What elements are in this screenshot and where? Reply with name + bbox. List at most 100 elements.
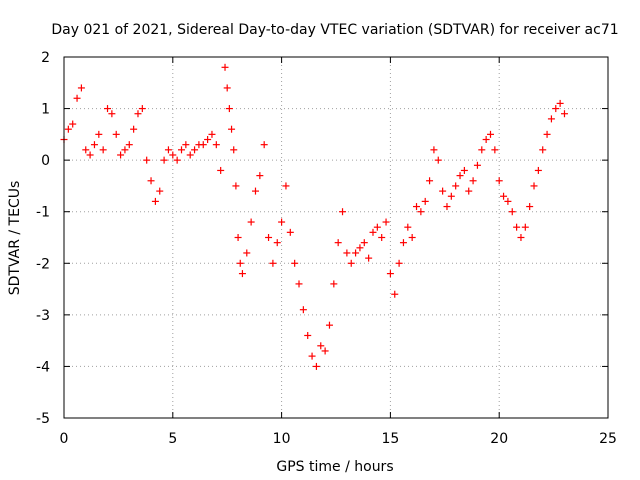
- data-point-marker: [330, 280, 338, 288]
- data-point-marker: [86, 151, 94, 159]
- data-point-marker: [539, 146, 547, 154]
- data-point-marker: [308, 352, 316, 360]
- data-point-marker: [247, 218, 255, 226]
- data-point-marker: [191, 146, 199, 154]
- data-point-marker: [500, 192, 508, 200]
- data-point-marker: [386, 270, 394, 278]
- data-point-marker: [256, 172, 264, 180]
- data-point-marker: [265, 234, 273, 241]
- data-point-marker: [160, 156, 168, 164]
- data-point-marker: [99, 146, 107, 154]
- data-point-marker: [413, 203, 421, 211]
- data-point-marker: [343, 249, 351, 257]
- data-point-marker: [273, 239, 281, 247]
- data-point-marker: [382, 218, 390, 226]
- y-tick-label: -1: [36, 205, 50, 221]
- data-point-marker: [147, 177, 155, 185]
- data-point-marker: [552, 105, 560, 113]
- data-point-marker: [223, 84, 231, 92]
- data-point-marker: [504, 197, 512, 205]
- data-point-marker: [430, 146, 438, 154]
- data-point-marker: [77, 84, 85, 92]
- data-point-marker: [104, 105, 112, 113]
- data-point-marker: [517, 234, 525, 241]
- y-axis-title: SDTVAR / TECUs: [7, 181, 23, 296]
- data-point-marker: [486, 130, 494, 138]
- data-point-marker: [299, 306, 307, 314]
- data-point-marker: [282, 182, 290, 190]
- data-point-marker: [221, 63, 229, 71]
- data-point-marker: [495, 177, 503, 185]
- data-point-marker: [513, 223, 521, 231]
- data-point-marker: [251, 187, 259, 195]
- data-point-marker: [121, 146, 129, 154]
- data-point-marker: [547, 115, 555, 123]
- data-point-marker: [408, 234, 416, 241]
- data-point-marker: [556, 99, 564, 107]
- y-tick-label: -2: [36, 256, 50, 272]
- data-point-marker: [112, 130, 120, 138]
- data-point-marker: [469, 177, 477, 185]
- data-point-marker: [164, 146, 172, 154]
- data-point-marker: [169, 151, 177, 159]
- data-point-marker: [208, 130, 216, 138]
- data-point-marker: [560, 110, 568, 118]
- data-point-marker: [321, 347, 329, 355]
- data-point-marker: [526, 203, 534, 211]
- y-tick-labels: 2 1 0 -1 -2 -3 -4 -5: [36, 50, 50, 427]
- data-point-marker: [212, 141, 220, 149]
- data-point-marker: [521, 223, 529, 231]
- data-point-marker: [278, 218, 286, 226]
- data-point-marker: [173, 156, 181, 164]
- x-tick-label: 25: [599, 431, 617, 447]
- data-point-marker: [456, 172, 464, 180]
- x-tick-label: 15: [381, 431, 399, 447]
- data-point-marker: [530, 182, 538, 190]
- axis-ticks: [63, 56, 609, 419]
- data-point-marker: [182, 141, 190, 149]
- data-point-marker: [156, 187, 164, 195]
- data-points: [60, 63, 568, 370]
- data-point-marker: [125, 141, 133, 149]
- data-point-marker: [439, 187, 447, 195]
- data-point-marker: [236, 259, 244, 267]
- data-point-marker: [404, 223, 412, 231]
- x-tick-labels: 0 5 10 15 20 25: [60, 431, 617, 447]
- y-tick-label: -5: [36, 411, 50, 427]
- data-point-marker: [395, 259, 403, 267]
- data-point-marker: [143, 156, 151, 164]
- y-tick-label: 1: [41, 102, 50, 118]
- data-point-marker: [228, 125, 236, 133]
- data-point-marker: [269, 259, 277, 267]
- data-point-marker: [95, 130, 103, 138]
- data-point-marker: [339, 208, 347, 216]
- data-point-marker: [73, 94, 81, 102]
- x-tick-label: 5: [168, 431, 177, 447]
- data-point-marker: [365, 254, 373, 262]
- data-point-marker: [225, 105, 233, 113]
- data-point-marker: [452, 182, 460, 190]
- data-point-marker: [534, 166, 542, 174]
- data-point-marker: [178, 146, 186, 154]
- data-point-marker: [291, 259, 299, 267]
- y-tick-label: -3: [36, 308, 50, 324]
- x-axis-title: GPS time / hours: [276, 459, 393, 475]
- data-point-marker: [90, 141, 98, 149]
- data-point-marker: [434, 156, 442, 164]
- data-point-marker: [460, 166, 468, 174]
- data-point-marker: [243, 249, 251, 257]
- data-point-marker: [325, 321, 333, 329]
- data-point-marker: [334, 239, 342, 247]
- data-point-marker: [186, 151, 194, 159]
- data-point-marker: [230, 146, 238, 154]
- data-point-marker: [217, 166, 225, 174]
- data-point-marker: [151, 197, 159, 205]
- data-point-marker: [378, 234, 386, 241]
- data-point-marker: [399, 239, 407, 247]
- data-point-marker: [443, 203, 451, 211]
- data-point-marker: [199, 141, 207, 149]
- data-point-marker: [478, 146, 486, 154]
- data-point-marker: [117, 151, 125, 159]
- data-point-marker: [369, 228, 377, 236]
